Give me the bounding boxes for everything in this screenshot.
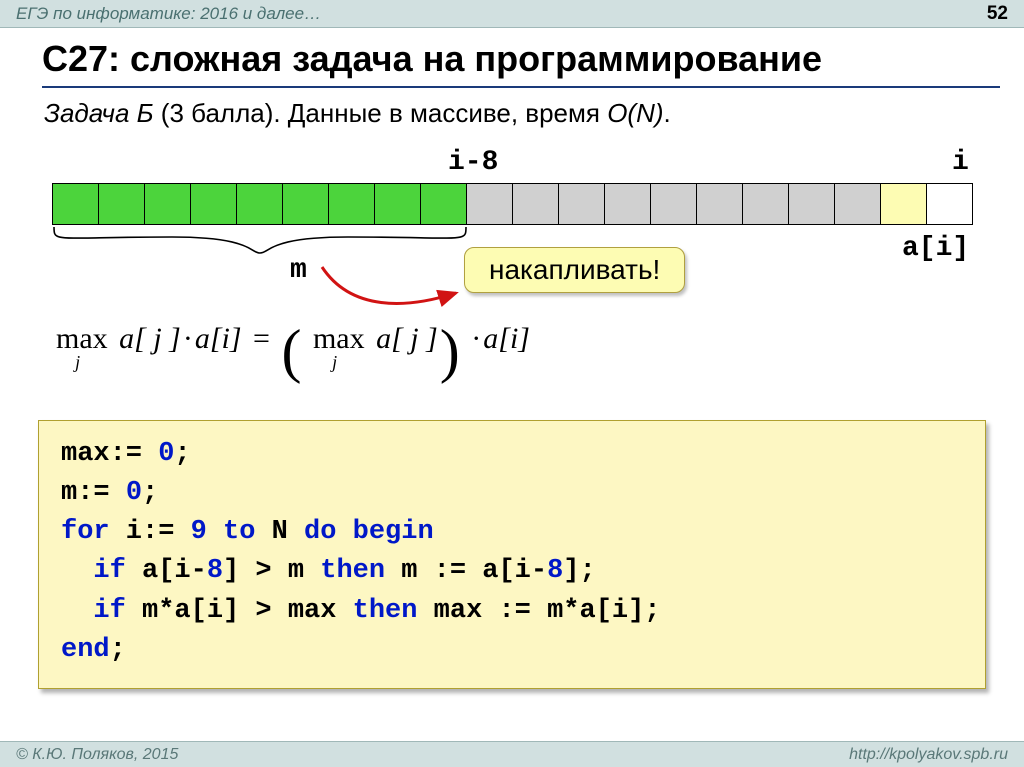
array-cell	[696, 183, 743, 225]
header-bar: ЕГЭ по информатике: 2016 и далее… 52	[0, 0, 1024, 28]
array-cell	[466, 183, 513, 225]
term-aj-rhs: a[ j ]	[376, 322, 438, 356]
paren-right-icon: )	[440, 336, 460, 366]
code-line-3: for i:= 9 to N do begin	[61, 513, 963, 552]
code-line-4: if a[i-8] > m then m := a[i-8];	[61, 552, 963, 591]
slide-content: С27: сложная задача на программирование …	[0, 28, 1024, 689]
subtitle: Задача Б (3 балла). Данные в массиве, вр…	[44, 98, 1000, 129]
array-cell	[190, 183, 237, 225]
array-cell	[98, 183, 145, 225]
eq: =	[253, 322, 270, 356]
copyright: © К.Ю. Поляков, 2015	[16, 746, 178, 764]
brace-icon	[52, 227, 468, 255]
array-cell	[788, 183, 835, 225]
array-cell	[52, 183, 99, 225]
array-cell	[374, 183, 421, 225]
callout-accumulate: накапливать!	[464, 247, 685, 293]
task-label: Задача Б	[44, 98, 154, 128]
footer-url: http://kpolyakov.spb.ru	[849, 746, 1008, 764]
label-i: i	[952, 147, 969, 178]
max-operator-lhs: maxj	[56, 322, 108, 356]
page-number: 52	[987, 3, 1008, 25]
dot1: ·	[183, 322, 193, 356]
array-cell	[328, 183, 375, 225]
code-line-5: if m*a[i] > max then max := m*a[i];	[61, 592, 963, 631]
label-a-i: a[i]	[902, 233, 969, 264]
code-block: max:= 0; m:= 0; for i:= 9 to N do begin …	[38, 420, 986, 689]
array-cell	[742, 183, 789, 225]
array-diagram: i-8 i a[i] m накапливать!	[52, 147, 1000, 322]
term-ai-lhs: a[i]	[195, 322, 242, 356]
footer-bar: © К.Ю. Поляков, 2015 http://kpolyakov.sp…	[0, 741, 1024, 767]
max-operator-rhs: maxj	[313, 322, 365, 356]
array-cell	[558, 183, 605, 225]
array-cell	[880, 183, 927, 225]
arrow-red-icon	[316, 263, 466, 313]
array-cell	[282, 183, 329, 225]
code-line-6: end;	[61, 631, 963, 670]
code-line-1: max:= 0;	[61, 435, 963, 474]
array-cell	[236, 183, 283, 225]
subtitle-dot: .	[664, 98, 671, 128]
label-m: m	[290, 255, 307, 286]
array-cell	[604, 183, 651, 225]
array-cell	[420, 183, 467, 225]
subtitle-text: (3 балла). Данные в массиве, время	[154, 98, 608, 128]
array-cell	[512, 183, 559, 225]
term-aj: a[ j ]	[119, 322, 181, 356]
code-line-2: m:= 0;	[61, 474, 963, 513]
dot2: ·	[471, 322, 481, 356]
term-ai-rhs: a[i]	[483, 322, 530, 356]
main-title: С27: сложная задача на программирование	[42, 38, 1000, 88]
array-cell	[926, 183, 973, 225]
bigo: O(N)	[607, 98, 663, 128]
formula: maxj a[ j ] · a[i] = ( maxj a[ j ] ) · a…	[56, 322, 1000, 402]
header-title: ЕГЭ по информатике: 2016 и далее…	[16, 4, 321, 24]
array-row	[52, 183, 973, 225]
label-i-minus-8: i-8	[448, 147, 498, 178]
array-cell	[834, 183, 881, 225]
array-cell	[144, 183, 191, 225]
array-cell	[650, 183, 697, 225]
paren-left-icon: (	[281, 336, 301, 366]
